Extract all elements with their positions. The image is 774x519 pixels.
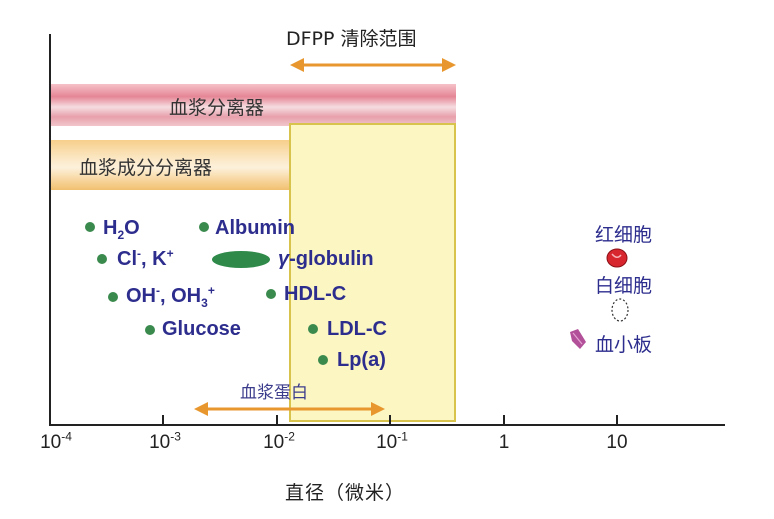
glucose-label: Glucose — [162, 318, 241, 340]
ldl-dot — [308, 324, 318, 334]
ldl-label: LDL-C — [327, 318, 387, 340]
x-tick-label: 10-4 — [40, 429, 72, 453]
cl-k-dot — [97, 254, 107, 264]
y-axis-line — [49, 34, 51, 425]
h2o-label: H2O — [103, 217, 140, 242]
plasma-separator-band: 血浆分离器 — [51, 84, 456, 126]
x-tick-label: 10-1 — [376, 429, 408, 453]
x-tick — [389, 415, 391, 424]
wbc-label: 白细胞 — [595, 275, 653, 297]
rbc-label: 红细胞 — [595, 224, 653, 246]
plasma-separator-label: 血浆分离器 — [169, 97, 265, 119]
x-tick — [162, 415, 164, 424]
oh-label: OH-, OH3+ — [126, 283, 215, 310]
x-tick-label: 1 — [498, 432, 510, 453]
plasma-component-separator-band: 血浆成分分离器 — [51, 140, 289, 190]
globulin-label: γ-globulin — [278, 248, 374, 270]
red-blood-cell-icon — [606, 248, 628, 268]
cl-k-label: Cl-, K+ — [117, 246, 174, 270]
platelet-label: 血小板 — [595, 334, 653, 356]
plasma-protein-label: 血浆蛋白 — [240, 383, 308, 403]
dfpp-range-arrow — [290, 58, 456, 72]
hdl-dot — [266, 289, 276, 299]
h2o-dot — [85, 222, 95, 232]
x-tick-label: 10-3 — [149, 429, 181, 453]
dfpp-clearance-region — [289, 123, 456, 422]
glucose-dot — [145, 325, 155, 335]
lpa-label: Lp(a) — [337, 349, 386, 371]
white-blood-cell-icon — [611, 298, 629, 322]
albumin-label: Albumin — [215, 217, 295, 239]
x-tick-label: 10 — [606, 432, 628, 453]
x-tick — [276, 415, 278, 424]
oh-dot — [108, 292, 118, 302]
plasma-component-separator-label: 血浆成分分离器 — [79, 157, 213, 179]
platelet-icon — [570, 329, 586, 349]
lpa-dot — [318, 355, 328, 365]
x-axis-line — [49, 424, 725, 426]
x-tick — [49, 415, 51, 424]
x-tick-label: 10-2 — [263, 429, 295, 453]
albumin-dot — [199, 222, 209, 232]
hdl-label: HDL-C — [284, 283, 347, 305]
x-tick — [503, 415, 505, 424]
plasma-protein-range-arrow — [194, 402, 385, 416]
globulin-ellipse — [212, 251, 270, 268]
x-axis-title: 直径（微米） — [285, 482, 406, 504]
dfpp-range-label: DFPP 清除范围 — [286, 28, 417, 50]
x-tick — [616, 415, 618, 424]
